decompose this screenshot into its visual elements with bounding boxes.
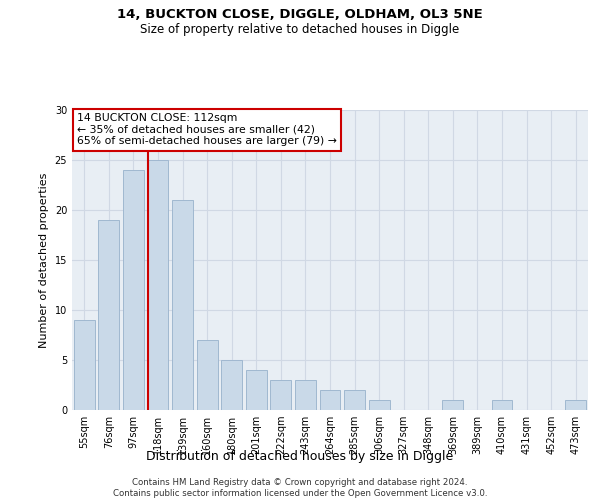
Bar [565,400,586,410]
Bar [148,160,169,410]
Text: Contains HM Land Registry data © Crown copyright and database right 2024.
Contai: Contains HM Land Registry data © Crown c… [113,478,487,498]
Bar [98,220,119,410]
Bar [320,390,340,410]
Bar [344,390,365,410]
Bar [74,320,95,410]
Bar [123,170,144,410]
Text: Distribution of detached houses by size in Diggle: Distribution of detached houses by size … [146,450,454,463]
Bar [368,400,389,410]
Y-axis label: Number of detached properties: Number of detached properties [39,172,49,348]
Text: 14 BUCKTON CLOSE: 112sqm
← 35% of detached houses are smaller (42)
65% of semi-d: 14 BUCKTON CLOSE: 112sqm ← 35% of detach… [77,113,337,146]
Bar [246,370,267,410]
Bar [221,360,242,410]
Text: Size of property relative to detached houses in Diggle: Size of property relative to detached ho… [140,22,460,36]
Text: 14, BUCKTON CLOSE, DIGGLE, OLDHAM, OL3 5NE: 14, BUCKTON CLOSE, DIGGLE, OLDHAM, OL3 5… [117,8,483,20]
Bar [172,200,193,410]
Bar [442,400,463,410]
Bar [491,400,512,410]
Bar [197,340,218,410]
Bar [295,380,316,410]
Bar [271,380,292,410]
